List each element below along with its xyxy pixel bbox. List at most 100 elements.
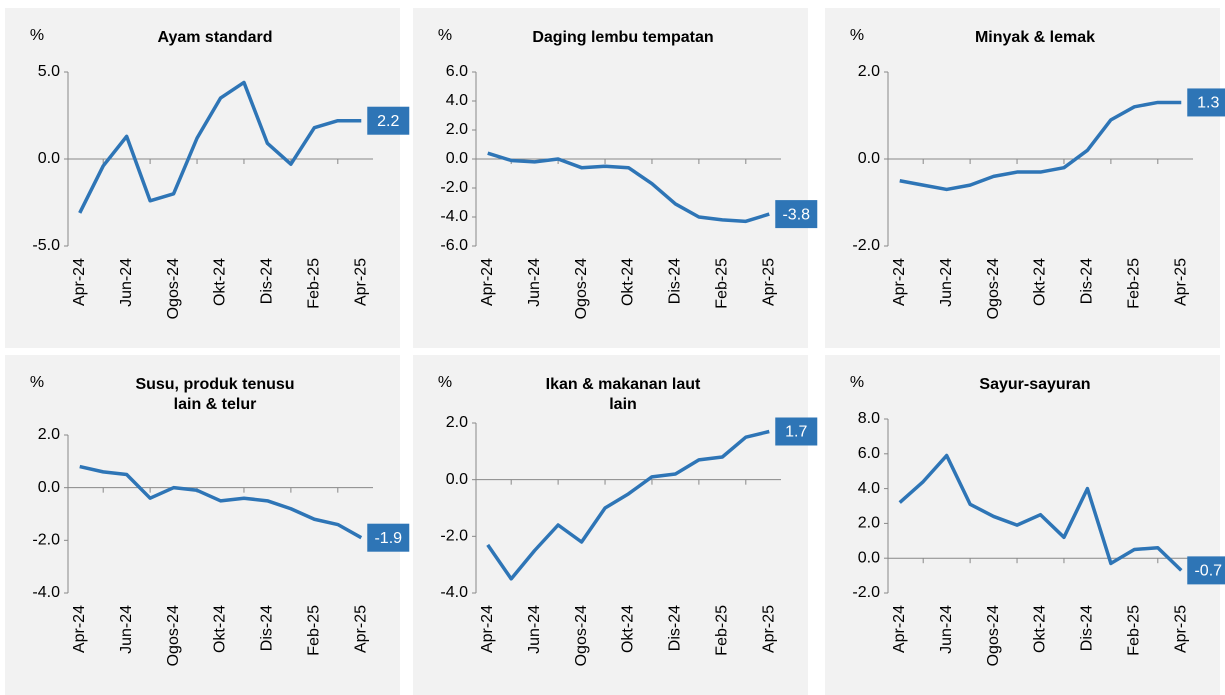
- x-tick-label: Dis-24: [667, 258, 684, 304]
- x-tick-label: Okt-24: [620, 258, 637, 306]
- y-tick-label: -2.0: [32, 532, 60, 549]
- value-label: 1.3: [1197, 95, 1219, 112]
- value-label: 1.7: [785, 424, 807, 441]
- x-tick-label: Feb-25: [306, 605, 323, 656]
- data-line: [898, 453, 1183, 572]
- x-tick-label: Jun-24: [526, 605, 543, 654]
- x-tick-label: Jun-24: [526, 258, 543, 307]
- x-tick-label: Feb-25: [1126, 258, 1143, 309]
- value-label-box: [775, 200, 818, 229]
- data-line: [79, 464, 363, 540]
- x-tick-label: Feb-25: [306, 258, 323, 309]
- panel-background: [825, 8, 1220, 348]
- data-line: [486, 429, 770, 581]
- y-tick-label: -6.0: [440, 237, 468, 254]
- y-tick-label: 0.0: [446, 471, 468, 488]
- chart-title: Daging lembu tempatan: [532, 29, 713, 46]
- x-tick-label: Apr-25: [760, 605, 777, 653]
- x-tick-label: Ogos-24: [165, 605, 182, 666]
- x-tick-label: Okt-24: [212, 258, 229, 306]
- y-tick-label: 8.0: [858, 410, 880, 427]
- x-tick-label: Jun-24: [118, 605, 135, 654]
- data-line: [78, 80, 362, 214]
- x-tick-label: Ogos-24: [985, 605, 1002, 666]
- x-tick-label: Apr-25: [760, 258, 777, 306]
- x-tick-label: Jun-24: [938, 258, 955, 307]
- chart-title: Ikan & makanan laut: [546, 376, 701, 393]
- y-unit-label: %: [850, 27, 864, 44]
- x-tick-label: Apr-24: [71, 258, 88, 306]
- y-unit-label: %: [438, 27, 452, 44]
- y-tick-label: 6.0: [446, 63, 468, 80]
- y-tick-label: 5.0: [38, 63, 60, 80]
- y-tick-label: 0.0: [38, 150, 60, 167]
- y-tick-label: -5.0: [32, 237, 60, 254]
- x-tick-label: Apr-24: [479, 605, 496, 653]
- y-tick-label: 2.0: [858, 515, 880, 532]
- chart-panel: % Ayam standard -5.0 0.0 5.0 Apr-24 Jun-24 Ogos…: [5, 8, 410, 348]
- x-tick-label: Ogos-24: [573, 258, 590, 319]
- x-tick-label: Apr-25: [1172, 258, 1189, 306]
- y-unit-label: %: [850, 374, 864, 391]
- y-unit-label: %: [30, 27, 44, 44]
- x-tick-label: Dis-24: [259, 605, 276, 651]
- y-tick-label: 4.0: [858, 480, 880, 497]
- x-tick-label: Apr-25: [352, 605, 369, 653]
- chart-panel: % Daging lembu tempatan -6.0 -4.0 -2.0 0.0 2.0…: [413, 8, 818, 348]
- chart-title: Minyak & lemak: [975, 29, 1095, 46]
- y-tick-label: -2.0: [852, 237, 880, 254]
- chart-title: Sayur-sayuran: [979, 376, 1090, 393]
- x-tick-label: Apr-24: [891, 605, 908, 653]
- data-line: [487, 151, 770, 224]
- y-unit-label: %: [30, 374, 44, 391]
- y-tick-label: 2.0: [38, 426, 60, 443]
- x-tick-label: Okt-24: [1032, 605, 1049, 653]
- y-unit-label: %: [438, 374, 452, 391]
- panel-background: [413, 8, 808, 348]
- y-tick-label: 2.0: [446, 414, 468, 431]
- chart-panel: % Sayur-sayuran -2.0 0.0 2.0 4.0 6.0 8.0 Apr-24 J…: [825, 355, 1225, 695]
- y-tick-label: -4.0: [440, 584, 468, 601]
- x-tick-label: Okt-24: [212, 605, 229, 653]
- x-tick-label: Apr-25: [1172, 605, 1189, 653]
- x-tick-label: Apr-24: [71, 605, 88, 653]
- x-tick-label: Feb-25: [1126, 605, 1143, 656]
- x-tick-label: Dis-24: [259, 258, 276, 304]
- x-tick-label: Jun-24: [118, 258, 135, 307]
- panel-background: [825, 355, 1220, 695]
- chart-title: lain: [609, 396, 637, 413]
- x-tick-label: Ogos-24: [573, 605, 590, 666]
- value-label: -1.9: [374, 530, 402, 547]
- chart-panel: % Susu, produk tenusu lain & telur -4.0 -2.0…: [5, 355, 410, 695]
- y-tick-label: 6.0: [858, 445, 880, 462]
- y-tick-label: -4.0: [440, 208, 468, 225]
- value-label-box: [367, 523, 410, 552]
- x-tick-label: Dis-24: [667, 605, 684, 651]
- value-label-box: [1187, 88, 1225, 117]
- value-label: -3.8: [782, 206, 810, 223]
- chart-title: Ayam standard: [158, 29, 273, 46]
- value-label-box: [1187, 556, 1225, 585]
- y-tick-label: 2.0: [858, 63, 880, 80]
- x-tick-label: Apr-25: [352, 258, 369, 306]
- y-tick-label: 2.0: [446, 121, 468, 138]
- y-tick-label: 0.0: [38, 479, 60, 496]
- x-tick-label: Feb-25: [714, 605, 731, 656]
- panel-background: [5, 8, 400, 348]
- panel-background: [413, 355, 808, 695]
- y-tick-label: -2.0: [440, 179, 468, 196]
- y-tick-label: 0.0: [858, 150, 880, 167]
- x-tick-label: Jun-24: [938, 605, 955, 654]
- x-tick-label: Apr-24: [479, 258, 496, 306]
- value-label: -0.7: [1194, 563, 1222, 580]
- x-tick-label: Okt-24: [620, 605, 637, 653]
- data-line: [899, 100, 1182, 192]
- x-tick-label: Apr-24: [891, 258, 908, 306]
- x-tick-label: Ogos-24: [165, 258, 182, 319]
- chart-panel: % Ikan & makanan laut lain -4.0 -2.0 0.0 2.0 Ap…: [413, 355, 818, 695]
- x-tick-label: Dis-24: [1079, 605, 1096, 651]
- y-tick-label: -2.0: [852, 584, 880, 601]
- y-tick-label: -2.0: [440, 528, 468, 545]
- x-tick-label: Okt-24: [1032, 258, 1049, 306]
